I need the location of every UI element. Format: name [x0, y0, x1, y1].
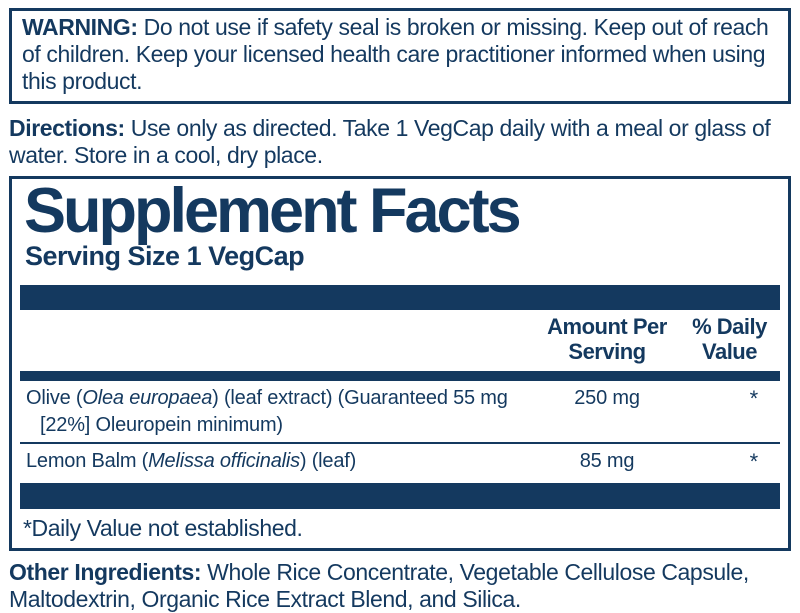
serving-size: Serving Size 1 VegCap [25, 241, 305, 271]
other-ingredients-text: Other Ingredients: Whole Rice Concentrat… [9, 559, 749, 612]
warning-text: WARNING: Do not use if safety seal is br… [22, 14, 769, 94]
divider-bar-bottom [20, 483, 780, 509]
header-amount-per-serving: Amount Per Serving [547, 314, 667, 364]
ingredient-amount: 250 mg [574, 387, 640, 409]
ingredient-amount: 85 mg [579, 450, 635, 472]
directions-text: Directions: Use only as directed. Take 1… [9, 115, 771, 168]
supplement-facts-title: Supplement Facts [24, 176, 522, 246]
divider-bar-top [20, 285, 780, 310]
ingredient-name: Lemon Balm (Melissa officinalis) (leaf) [26, 450, 357, 472]
row-separator [20, 442, 780, 444]
warning-box: WARNING: Do not use if safety seal is br… [9, 8, 791, 104]
warning-label: WARNING: [22, 14, 138, 40]
ingredient-name: Olive (Olea europaea) (leaf extract) (Gu… [26, 387, 508, 436]
divider-bar-under-header [20, 371, 780, 381]
ingredient-daily-value: * [749, 386, 759, 411]
ingredient-daily-value: * [749, 449, 759, 474]
daily-value-footnote: *Daily Value not established. [23, 515, 303, 541]
other-ingredients-label: Other Ingredients: [9, 559, 202, 585]
table-header-row: Amount Per Serving % Daily Value [18, 314, 782, 364]
supplement-facts-panel: Supplement Facts Serving Size 1 VegCap A… [9, 176, 791, 551]
table-row: Olive (Olea europaea) (leaf extract) (Gu… [18, 385, 782, 439]
directions-label: Directions: [9, 115, 125, 141]
supplement-label: WARNING: Do not use if safety seal is br… [0, 8, 800, 613]
header-percent-daily-value: % Daily Value [692, 314, 767, 364]
table-row: Lemon Balm (Melissa officinalis) (leaf) … [18, 448, 782, 475]
